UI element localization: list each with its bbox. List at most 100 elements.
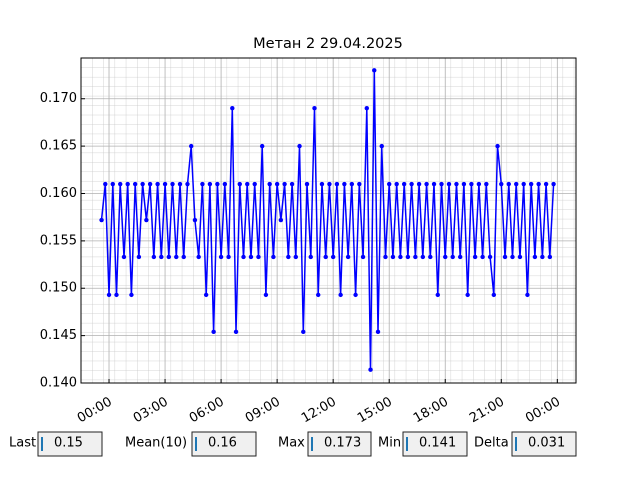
- data-point: [450, 254, 455, 260]
- data-point: [532, 254, 538, 260]
- data-point: [132, 181, 138, 187]
- data-point: [181, 254, 186, 260]
- x-tick-label: 21:00: [467, 395, 507, 427]
- x-tick-label: 00:00: [75, 395, 115, 427]
- data-point: [323, 254, 328, 260]
- data-point: [353, 292, 358, 298]
- stat-label: Mean(10): [125, 436, 187, 451]
- data-point: [480, 254, 485, 260]
- data-point: [510, 254, 515, 260]
- stat-value: 0.141: [419, 436, 456, 451]
- data-point: [189, 143, 194, 149]
- data-point: [237, 181, 242, 187]
- data-point: [551, 181, 556, 187]
- data-point: [345, 254, 351, 260]
- data-point: [147, 181, 153, 187]
- data-point: [375, 329, 381, 335]
- data-point: [502, 254, 508, 260]
- data-point: [200, 181, 205, 187]
- y-tick-label: 0.155: [40, 233, 77, 248]
- data-point: [439, 181, 444, 187]
- data-point: [521, 181, 526, 187]
- data-point: [517, 254, 523, 260]
- stat-value: 0.16: [208, 436, 237, 451]
- data-point: [125, 181, 130, 187]
- data-point: [390, 254, 396, 260]
- data-point: [398, 254, 403, 260]
- x-tick-label: 06:00: [187, 395, 227, 427]
- data-point: [222, 181, 228, 187]
- stat-box: [402, 431, 468, 457]
- data-point: [349, 181, 355, 187]
- data-point: [454, 181, 459, 187]
- data-point: [211, 329, 216, 335]
- data-point: [129, 292, 134, 298]
- data-point: [364, 106, 369, 111]
- data-point: [162, 181, 168, 187]
- data-point: [316, 292, 321, 298]
- data-point: [420, 254, 426, 260]
- data-point: [241, 254, 246, 260]
- data-point: [196, 254, 201, 260]
- x-tick-label: 18:00: [411, 395, 451, 427]
- data-point: [487, 254, 493, 260]
- data-point: [357, 181, 362, 187]
- data-point: [409, 181, 414, 187]
- data-point: [144, 217, 149, 223]
- data-point: [136, 254, 142, 260]
- stat-box: [511, 431, 577, 457]
- data-point: [245, 181, 250, 187]
- data-point: [528, 181, 534, 187]
- x-tick-label: 03:00: [131, 395, 171, 427]
- x-tick-label: 12:00: [299, 395, 339, 427]
- stat-label: Max: [278, 436, 305, 451]
- data-point: [159, 254, 164, 260]
- data-point: [461, 181, 467, 187]
- data-point: [207, 181, 213, 187]
- data-point: [263, 292, 269, 298]
- data-point: [484, 181, 489, 187]
- stat-value: 0.15: [54, 436, 83, 451]
- stat-value: 0.031: [528, 436, 565, 451]
- data-point: [465, 292, 470, 298]
- x-tick-label: 00:00: [523, 395, 563, 427]
- data-point: [547, 254, 553, 260]
- data-point: [166, 254, 171, 260]
- data-point: [443, 254, 448, 260]
- data-point: [431, 181, 437, 187]
- data-point: [469, 181, 474, 187]
- data-point: [278, 217, 284, 223]
- data-point: [252, 181, 257, 187]
- data-point: [413, 254, 418, 260]
- data-point: [248, 254, 254, 260]
- data-point: [424, 181, 429, 187]
- data-point: [230, 106, 235, 111]
- stat-label: Min: [378, 436, 401, 451]
- data-point: [233, 329, 239, 335]
- data-point: [308, 254, 313, 260]
- data-point: [151, 254, 157, 260]
- data-point: [99, 217, 104, 223]
- data-point: [286, 254, 291, 260]
- y-tick-label: 0.150: [40, 281, 77, 296]
- data-point: [267, 181, 272, 187]
- data-point: [226, 254, 231, 260]
- data-point: [383, 254, 388, 260]
- data-point: [319, 181, 325, 187]
- data-point: [543, 181, 549, 187]
- data-point: [525, 292, 530, 298]
- stat-label: Last: [9, 436, 36, 451]
- chart-title: Метан 2 29.04.2025: [253, 36, 403, 52]
- data-point: [327, 181, 332, 187]
- data-point: [360, 254, 366, 260]
- stat-box: [307, 431, 372, 457]
- stat-label: Delta: [474, 436, 509, 451]
- data-point: [536, 181, 541, 187]
- data-point: [472, 254, 478, 260]
- data-point: [387, 181, 392, 187]
- data-point: [342, 181, 347, 187]
- x-tick-label: 15:00: [355, 395, 395, 427]
- x-tick-label: 09:00: [243, 395, 283, 427]
